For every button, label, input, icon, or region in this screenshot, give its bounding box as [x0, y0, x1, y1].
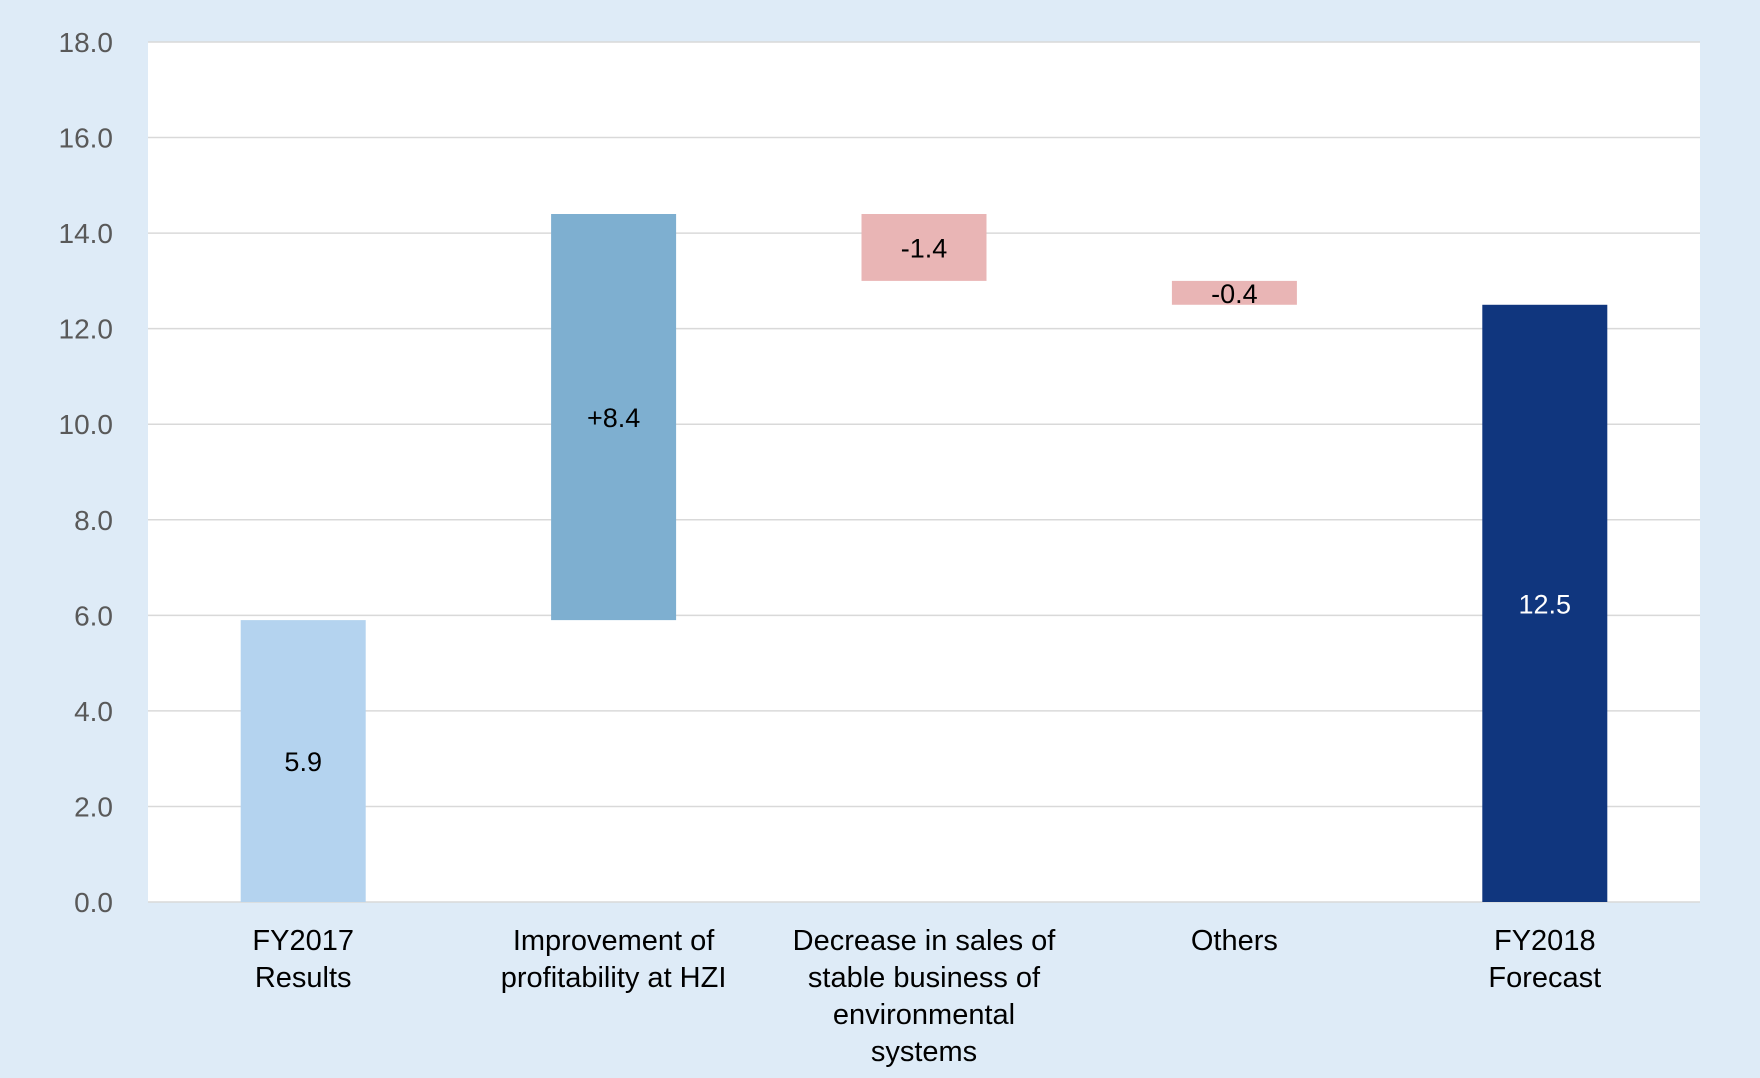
y-tick-label: 8.0	[74, 505, 113, 536]
data-label: -1.4	[901, 233, 948, 263]
y-axis-tick-labels: 0.0 2.0 4.0 6.0 8.0 10.0 12.0 14.0 16.0 18.0	[59, 27, 114, 918]
data-label: -0.4	[1211, 279, 1258, 309]
y-tick-label: 6.0	[74, 600, 113, 631]
x-category-label: FY2017 Results	[252, 925, 354, 994]
data-label: +8.4	[587, 403, 640, 433]
bars	[240, 214, 1608, 902]
data-labels: 5.9 +8.4 -1.4 -0.4 12.5	[284, 233, 1571, 777]
y-tick-label: 12.0	[59, 314, 114, 345]
y-tick-label: 14.0	[59, 218, 114, 249]
data-label: 12.5	[1519, 589, 1572, 619]
bar	[861, 214, 987, 281]
x-category-label: Others	[1191, 925, 1278, 957]
bar	[551, 214, 677, 621]
y-tick-label: 10.0	[59, 409, 114, 440]
y-tick-label: 0.0	[74, 887, 113, 918]
y-tick-label: 18.0	[59, 27, 114, 58]
data-label: 5.9	[284, 747, 322, 777]
x-category-label: Improvement of profitability at HZI	[501, 925, 727, 994]
gridlines	[148, 41, 1700, 903]
x-axis-category-labels: FY2017 Results Improvement of profitability…	[252, 925, 1601, 1068]
plot-area	[148, 42, 1700, 902]
bar	[240, 620, 366, 902]
bar	[1171, 280, 1297, 305]
y-tick-label: 4.0	[74, 696, 113, 727]
y-tick-label: 2.0	[74, 791, 113, 822]
x-category-label: Decrease in sales of stable business of en…	[793, 925, 1057, 1068]
bar	[1482, 304, 1608, 902]
y-tick-label: 16.0	[59, 123, 114, 154]
x-category-label: FY2018 Forecast	[1488, 925, 1601, 994]
